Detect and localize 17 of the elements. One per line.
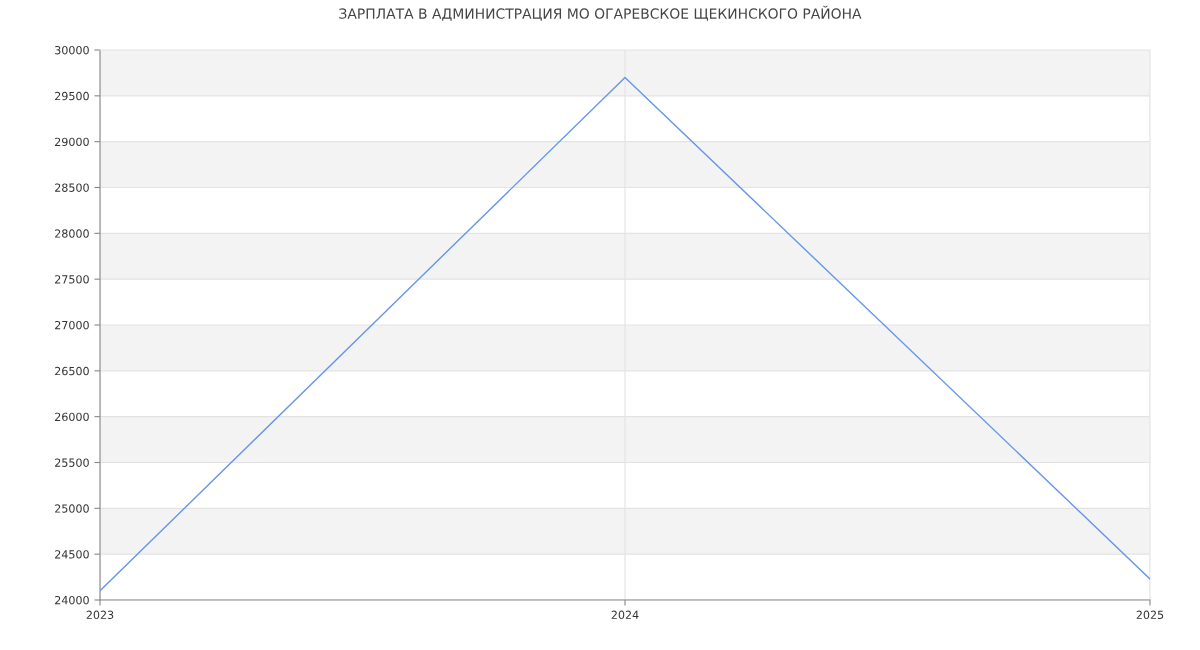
x-tick-label: 2023 <box>86 610 114 620</box>
y-tick-label: 30000 <box>55 45 89 55</box>
y-tick-label: 28000 <box>55 229 89 238</box>
y-tick-label: 24500 <box>55 550 89 559</box>
x-tick-label: 2025 <box>1136 610 1164 620</box>
y-tick-label: 24000 <box>55 595 89 605</box>
y-tick-label: 28500 <box>55 183 89 192</box>
y-tick-label: 25000 <box>55 504 89 513</box>
y-tick-label: 26500 <box>55 366 89 376</box>
y-tick-label: 25500 <box>55 458 89 467</box>
y-tick-label: 29500 <box>55 91 89 101</box>
x-tick-label: 2024 <box>611 610 639 620</box>
chart-title: ЗАРПЛАТА В АДМИНИСТРАЦИЯ МО ОГАРЕВСКОЕ ЩЕКИНСКОГО РАЙОНА <box>339 5 862 21</box>
y-tick-label: 27500 <box>55 275 89 284</box>
y-tick-label: 29000 <box>55 137 89 147</box>
y-tick-label: 26000 <box>55 412 89 422</box>
y-tick-label: 27000 <box>55 320 89 330</box>
